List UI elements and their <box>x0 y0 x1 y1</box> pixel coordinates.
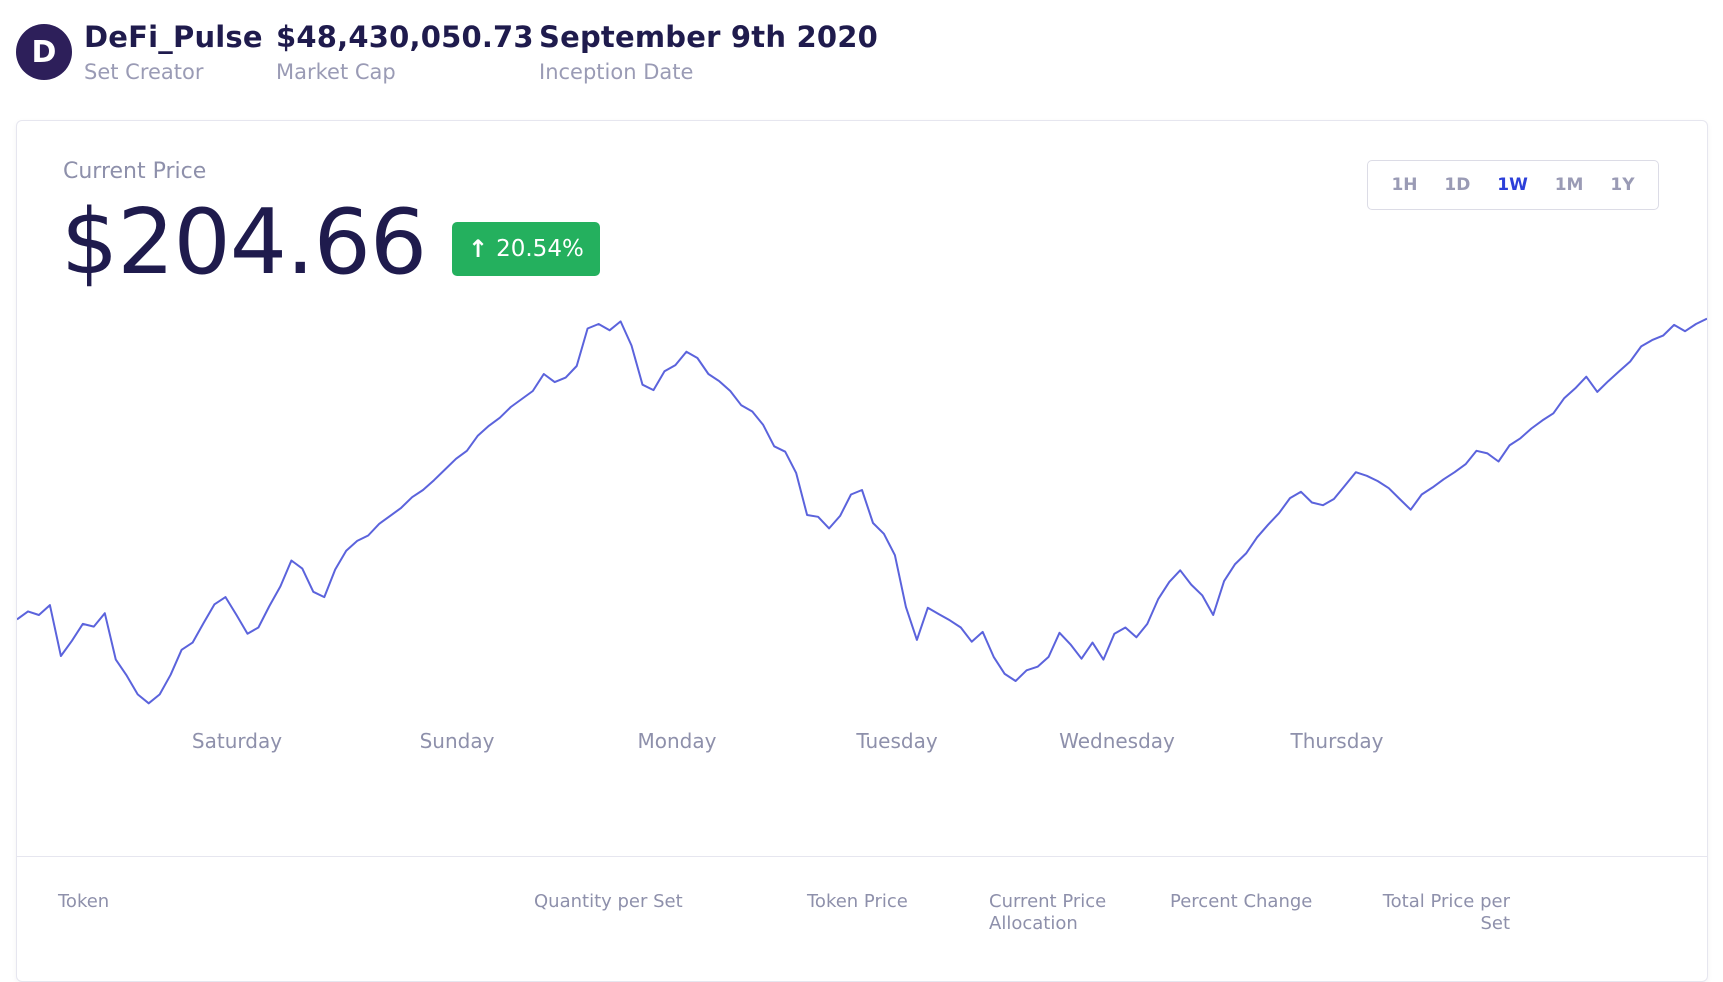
col-total-price: Total Price per Set <box>1380 891 1510 935</box>
x-axis-label: Tuesday <box>855 729 938 753</box>
x-axis-label: Sunday <box>420 729 495 753</box>
market-cap-stat: $48,430,050.73 Market Cap <box>276 20 534 84</box>
divider <box>17 856 1707 857</box>
creator-avatar[interactable]: D <box>16 24 72 80</box>
col-total-line2: Set <box>1480 913 1510 934</box>
col-token-price: Token Price <box>807 891 908 912</box>
col-total-line1: Total Price per <box>1382 891 1510 912</box>
range-1w-button[interactable]: 1W <box>1497 175 1528 195</box>
inception-label: Inception Date <box>539 60 694 84</box>
price-series-line[interactable] <box>17 317 1707 705</box>
inception-value: September 9th 2020 <box>539 20 878 54</box>
arrow-up-icon: ↑ <box>468 235 489 263</box>
col-allocation-line1: Current Price <box>989 891 1107 912</box>
inception-stat: September 9th 2020 Inception Date <box>539 20 878 84</box>
current-price-value: $204.66 <box>61 190 427 295</box>
col-allocation: Current Price Allocation <box>989 891 1106 935</box>
creator-label: Set Creator <box>84 60 204 84</box>
range-1d-button[interactable]: 1D <box>1444 175 1471 195</box>
current-price-label: Current Price <box>63 159 207 184</box>
market-cap-label: Market Cap <box>276 60 396 84</box>
price-chart-card: Current Price $204.66 ↑ 20.54% 1H 1D 1W … <box>16 120 1708 982</box>
price-change-value: 20.54% <box>496 236 584 262</box>
set-header: D DeFi_Pulse Set Creator $48,430,050.73 … <box>16 20 1016 90</box>
x-axis-label: Wednesday <box>1059 729 1175 753</box>
col-percent-change: Percent Change <box>1170 891 1313 912</box>
creator-stat: DeFi_Pulse Set Creator <box>84 20 263 84</box>
x-axis-label: Thursday <box>1290 729 1384 753</box>
price-change-badge: ↑ 20.54% <box>452 222 600 276</box>
col-token: Token <box>58 891 110 912</box>
range-1y-button[interactable]: 1Y <box>1610 175 1635 195</box>
col-allocation-line2: Allocation <box>989 913 1078 934</box>
time-range-selector: 1H 1D 1W 1M 1Y <box>1367 160 1659 210</box>
x-axis-label: Saturday <box>192 729 282 753</box>
col-quantity: Quantity per Set <box>534 891 683 912</box>
price-line-chart[interactable]: Saturday Sunday Monday Tuesday Wednesday Thur… <box>17 311 1707 791</box>
range-1m-button[interactable]: 1M <box>1554 175 1584 195</box>
creator-name[interactable]: DeFi_Pulse <box>84 20 263 54</box>
range-1h-button[interactable]: 1H <box>1391 175 1418 195</box>
market-cap-value: $48,430,050.73 <box>276 20 534 54</box>
x-axis-label: Monday <box>638 729 717 753</box>
